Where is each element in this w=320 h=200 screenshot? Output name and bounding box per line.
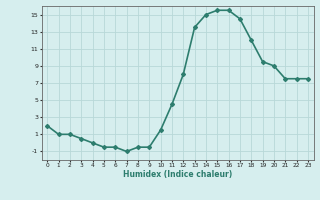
X-axis label: Humidex (Indice chaleur): Humidex (Indice chaleur) [123, 170, 232, 179]
